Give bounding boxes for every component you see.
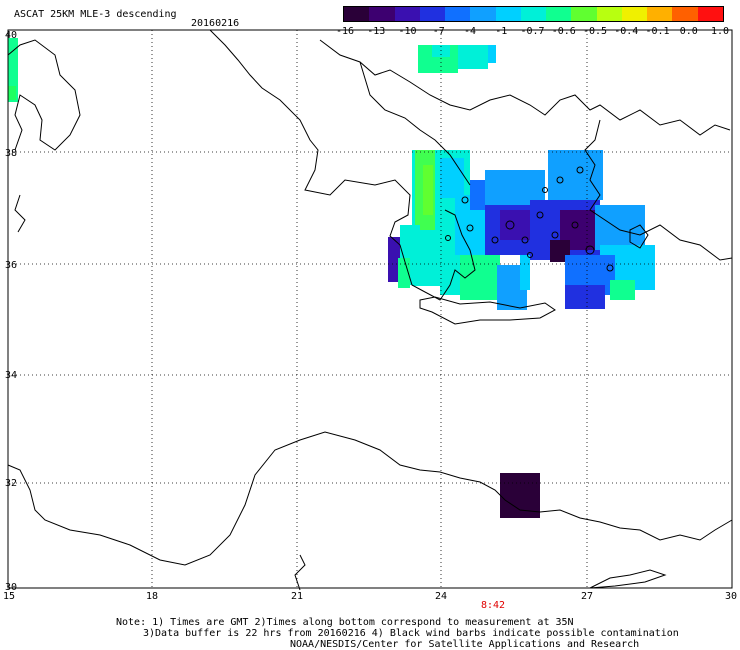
colorbar-tick-label: -10 [398, 26, 417, 37]
latitude-label: 34 [5, 370, 18, 381]
colorbar-tick-label: -13 [367, 26, 386, 37]
data-swaths [8, 38, 655, 518]
date-label: 20160216 [191, 18, 240, 29]
colorbar-tick-label: -0.6 [551, 26, 576, 37]
colorbar-tick-label: -7 [432, 26, 445, 37]
latitude-label: 32 [5, 478, 18, 489]
colorbar-segment [596, 7, 623, 21]
colorbar-tick-label: 0.0 [679, 26, 698, 37]
longitude-label: 27 [580, 591, 594, 602]
note-line-2: 3)Data buffer is 22 hrs from 20160216 4)… [143, 628, 679, 639]
longitude-label: 30 [724, 591, 738, 602]
longitude-label: 15 [2, 591, 16, 602]
colorbar-tick-label: -1 [495, 26, 508, 37]
colorbar-segment [369, 7, 396, 21]
colorbar-tick-label: 1.0 [710, 26, 730, 37]
colorbar-segment [520, 7, 547, 21]
latitude-label: 40 [5, 30, 18, 41]
colorbar-segment [697, 7, 724, 21]
colorbar-segment [571, 7, 598, 21]
colorbar-segment [621, 7, 648, 21]
colorbar-segment [445, 7, 471, 21]
colorbar-segment [495, 7, 522, 21]
colorbar-tick-label: -0.7 [520, 26, 545, 37]
longitude-label: 21 [290, 591, 304, 602]
pass-time-label: 8:42 [481, 600, 506, 611]
note-line-3: NOAA/NESDIS/Center for Satellite Applica… [290, 639, 640, 650]
colorbar [343, 6, 724, 22]
latitude-label: 30 [5, 582, 18, 593]
colorbar-tick-label: -0.1 [645, 26, 670, 37]
latitude-label: 36 [5, 260, 18, 271]
colorbar-tick-label: -0.5 [582, 26, 608, 37]
longitude-label: 18 [145, 591, 159, 602]
coastlines [7, 29, 733, 591]
colorbar-tick-label: -16 [335, 26, 355, 37]
longitude-label: 24 [434, 591, 448, 602]
note-line-1: Note: 1) Times are GMT 2)Times along bot… [116, 617, 574, 628]
colorbar-tick-label: -0.4 [614, 26, 639, 37]
graticule [8, 30, 732, 588]
colorbar-segment [344, 7, 370, 21]
colorbar-segment [546, 7, 572, 21]
map-frame [7, 29, 733, 589]
latitude-label: 38 [5, 148, 18, 159]
colorbar-segment [470, 7, 497, 21]
chart-title: ASCAT 25KM MLE-3 descending [14, 9, 177, 20]
colorbar-segment [647, 7, 673, 21]
colorbar-tick-label: -4 [463, 26, 477, 37]
colorbar-segment [419, 7, 446, 21]
colorbar-segment [672, 7, 699, 21]
colorbar-segment [394, 7, 421, 21]
